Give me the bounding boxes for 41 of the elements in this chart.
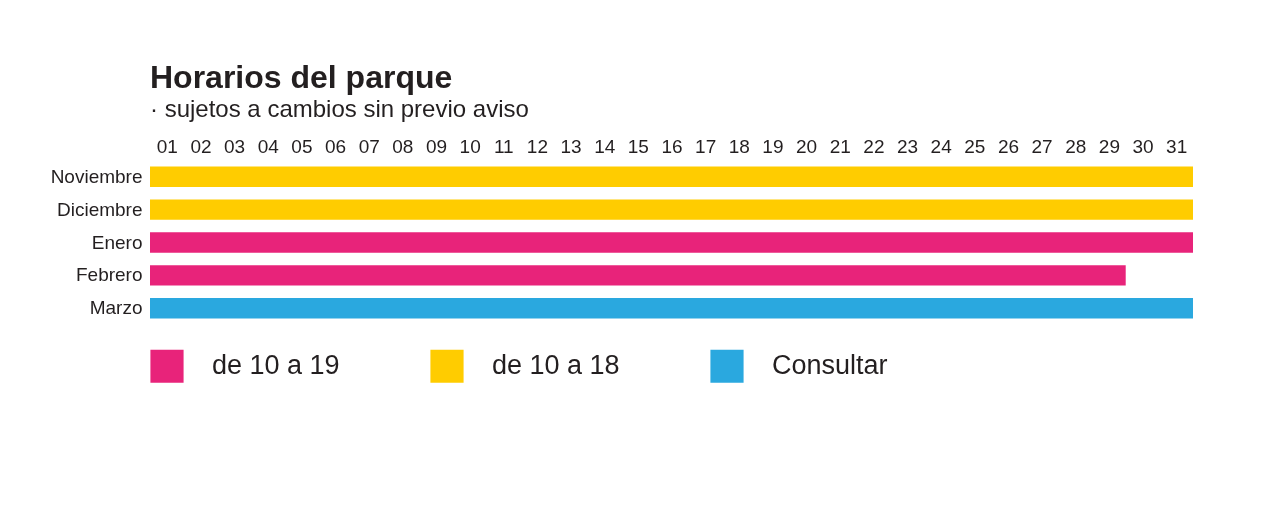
- y-tick-label: Marzo: [89, 297, 143, 319]
- x-tick-label: 17: [695, 135, 717, 157]
- legend-label: de 10 a 18: [492, 350, 620, 381]
- x-tick-label: 21: [829, 135, 851, 157]
- x-tick-label: 09: [425, 135, 448, 157]
- y-tick-label: Febrero: [75, 264, 143, 286]
- x-tick-label: 24: [930, 135, 953, 157]
- x-tick-label: 13: [560, 135, 582, 157]
- y-tick-label: Diciembre: [56, 198, 143, 220]
- x-tick-label: 02: [190, 135, 212, 157]
- x-tick-label: 11: [493, 135, 514, 157]
- x-tick-label: 14: [594, 135, 616, 157]
- x-tick-label: 04: [257, 135, 280, 157]
- x-tick-label: 20: [796, 135, 818, 157]
- chart-title: Horarios del parque: [150, 59, 453, 95]
- x-tick-label: 08: [392, 135, 414, 157]
- x-tick-label: 05: [291, 135, 313, 157]
- x-tick-label: 26: [997, 135, 1020, 157]
- x-tick-label: 28: [1065, 135, 1087, 157]
- x-tick-label: 29: [1098, 135, 1120, 157]
- x-tick-label: 25: [964, 135, 986, 157]
- x-tick-label: 16: [661, 135, 683, 157]
- x-tick-label: 31: [1166, 135, 1188, 157]
- legend-label: de 10 a 19: [212, 350, 340, 381]
- x-tick-label: 01: [156, 135, 178, 157]
- x-tick-label: 30: [1132, 135, 1154, 157]
- x-tick-label: 15: [627, 135, 649, 157]
- x-tick-label: 27: [1031, 135, 1053, 157]
- x-tick-label: 10: [459, 135, 481, 157]
- x-tick-label: 03: [224, 135, 246, 157]
- x-tick-label: 22: [863, 135, 885, 157]
- chart-subtitle: · sujetos a cambios sin previo aviso: [150, 95, 529, 122]
- x-tick-label: 12: [526, 135, 548, 157]
- x-tick-label: 23: [896, 135, 919, 157]
- x-tick-label: 07: [358, 135, 380, 157]
- y-tick-label: Noviembre: [50, 165, 143, 187]
- y-tick-label: Enero: [91, 231, 143, 253]
- x-tick-label: 06: [324, 135, 347, 157]
- x-tick-label: 19: [762, 135, 784, 157]
- x-tick-label: 18: [728, 135, 750, 157]
- legend-label: Consultar: [772, 350, 888, 381]
